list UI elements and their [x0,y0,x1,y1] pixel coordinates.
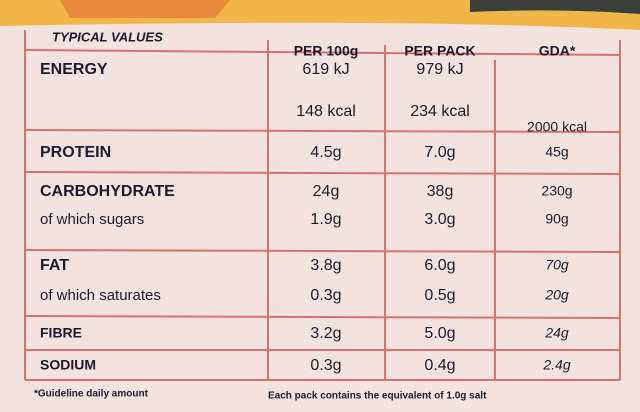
row-label: FAT [40,257,69,274]
row-label: PROTEIN [40,144,111,161]
row-label: ENERGY [40,61,108,78]
column-header: PER PACK [404,43,475,59]
cell-value: 3.0g [424,211,455,228]
cell-value: 24g [313,183,340,200]
cell-value: 45g [545,144,568,160]
cell-value: 0.3g [310,357,341,374]
cell-value: 234 kcal [410,103,470,120]
cell-value: 3.8g [310,257,341,274]
cell-value: 7.0g [424,144,455,161]
cell-value: 2.4g [542,357,570,373]
cell-value: 6.0g [424,257,455,274]
column-header: TYPICAL VALUES [52,29,163,44]
cell-value: 3.2g [310,325,341,342]
cell-value: 0.4g [424,357,455,374]
cell-value: 5.0g [424,325,455,342]
cell-value: 230g [541,183,572,199]
cell-value: 979 kJ [416,61,463,78]
row-line [24,249,621,253]
footnote: *Guideline daily amount [34,389,149,400]
cell-value: 0.5g [424,287,455,304]
row-label: CARBOHYDRATE [40,183,175,200]
packaging-strip [470,0,640,14]
row-label: SODIUM [40,357,96,373]
cell-value: 24g [544,325,569,341]
cell-value: 20g [544,287,569,303]
row-label: FIBRE [40,325,82,341]
row-line [24,171,621,175]
row-line [24,129,621,133]
cell-value: 38g [427,183,454,200]
cell-value: 0.3g [310,287,341,304]
row-sublabel: of which saturates [40,287,161,304]
cell-value: 4.5g [310,144,341,161]
column-header: GDA* [539,43,576,59]
row-line [24,315,621,319]
cell-value: 90g [545,211,568,227]
cell-value: 1.9g [310,211,341,228]
footnote: Each pack contains the equivalent of 1.0… [268,391,487,402]
row-sublabel: of which sugars [40,211,144,228]
cell-value: 2000 kcal [527,119,587,135]
cell-value: 148 kcal [296,103,356,120]
column-header: PER 100g [294,43,359,59]
table-grid [24,30,621,381]
packaging-strip [60,0,230,18]
row-line [24,49,621,56]
cell-value: 619 kJ [302,61,349,78]
cell-value: 70g [545,257,569,273]
